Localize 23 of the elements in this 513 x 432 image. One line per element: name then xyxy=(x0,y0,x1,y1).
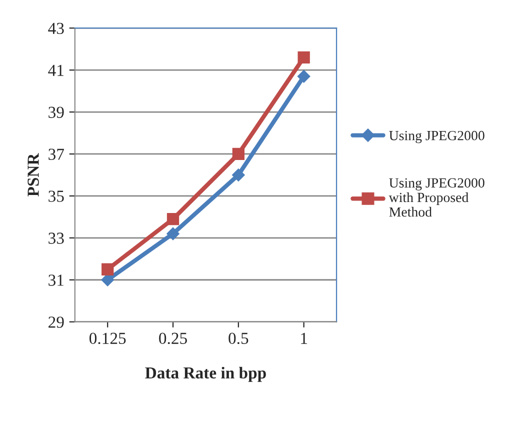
x-tick-label: 0.25 xyxy=(159,332,187,344)
point xyxy=(166,212,180,226)
point xyxy=(298,51,310,64)
x-axis-title: Data Rate in bpp xyxy=(145,366,266,382)
y-tick-label: 29 xyxy=(48,316,64,328)
x-tick-label: 0.125 xyxy=(89,332,126,344)
legend-label: Using JPEG2000 with Proposed Method xyxy=(388,178,484,217)
point xyxy=(232,148,244,160)
y-tick-label: 35 xyxy=(48,190,64,202)
point xyxy=(166,227,180,240)
x-tick-label: 0.5 xyxy=(228,332,248,344)
point xyxy=(297,70,310,83)
y-axis-title: PSNR xyxy=(28,153,39,196)
y-tick-label: 41 xyxy=(48,64,64,76)
x-tick-label: 1 xyxy=(301,332,307,344)
point xyxy=(102,263,114,276)
y-tick-label: 39 xyxy=(48,106,64,118)
y-tick-label: 37 xyxy=(48,148,64,160)
legend-label: Using JPEG2000 xyxy=(389,130,484,144)
y-tick-label: 33 xyxy=(48,232,64,244)
y-tick-label: 43 xyxy=(48,22,64,34)
point xyxy=(232,168,245,182)
y-tick-label: 31 xyxy=(48,274,64,286)
